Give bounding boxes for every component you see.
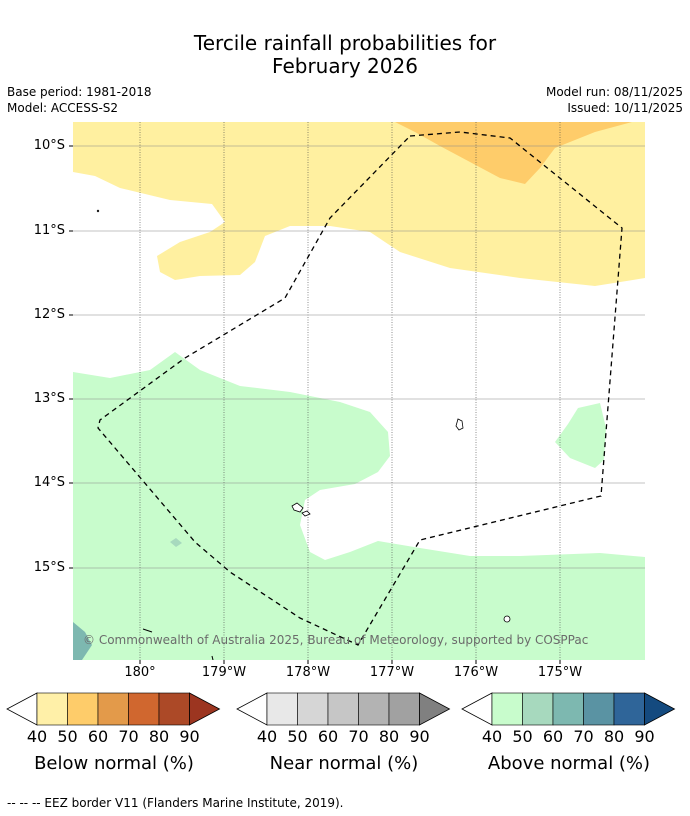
above-normal-60-patch — [73, 622, 92, 660]
colorbar-tick-label: 50 — [287, 727, 308, 746]
above-normal-patch — [555, 403, 606, 468]
colorbar-tick-label: 40 — [481, 727, 503, 746]
islands — [96, 209, 511, 623]
lon-label-178w: 178°W — [285, 665, 331, 680]
base-period: Base period: 1981-2018 — [7, 85, 152, 99]
lat-label-15s: 15°S — [33, 560, 65, 575]
colorbar-tick-label: 60 — [317, 727, 339, 746]
copyright-notice: © Commonwealth of Australia 2025, Bureau… — [83, 633, 589, 647]
title-line-1: Tercile rainfall probabilities for — [193, 31, 497, 55]
colorbar-under-arrow — [236, 692, 268, 726]
colorbar-segment — [613, 692, 645, 726]
colorbar-segment — [36, 692, 68, 726]
colorbar-under-arrow — [6, 692, 38, 726]
colorbar-over-arrow — [419, 692, 451, 726]
colorbar-segment — [266, 692, 298, 726]
lat-label-10s: 10°S — [33, 138, 65, 153]
colorbar-segment — [552, 692, 584, 726]
eez-footnote: -- -- -- EEZ border V11 (Flanders Marine… — [7, 796, 344, 810]
colorbar-segment — [297, 692, 329, 726]
colorbar-tick-label: 50 — [57, 727, 78, 746]
lat-label-12s: 12°S — [33, 307, 65, 322]
colorbar-over-arrow — [189, 692, 221, 726]
colorbar-tick-label: 80 — [148, 727, 170, 746]
lon-label-177w: 177°W — [369, 665, 415, 680]
colorbar-segment — [388, 692, 420, 726]
lon-label-175w: 175°W — [537, 665, 583, 680]
island-tiny — [211, 655, 214, 660]
title-line-2: February 2026 — [272, 54, 418, 78]
colorbar-tick-label: 50 — [512, 727, 533, 746]
island-small — [142, 628, 153, 633]
colorbar-tick-label: 70 — [573, 727, 594, 746]
colorbar-tick-label: 90 — [179, 727, 200, 746]
colorbar-tick-label: 90 — [409, 727, 430, 746]
colorbar-under-arrow — [461, 692, 493, 726]
lon-label-176w: 176°W — [453, 665, 499, 680]
colorbar-segment — [358, 692, 390, 726]
above-normal-region — [73, 352, 645, 660]
colorbar-below-normal — [6, 692, 221, 726]
colorbar-segment — [158, 692, 190, 726]
colorbar-tick-label: 60 — [87, 727, 109, 746]
colorbar-segment — [97, 692, 129, 726]
colorbar-label-near: Near normal (%) — [269, 753, 419, 774]
parallels — [73, 145, 645, 569]
colorbar-segment — [522, 692, 554, 726]
lon-label-179w: 179°W — [201, 665, 247, 680]
colorbar-tick-label: 60 — [542, 727, 564, 746]
issued-date: Issued: 10/11/2025 — [567, 101, 683, 115]
colorbar-segment — [327, 692, 359, 726]
colorbar-tick-label: 80 — [378, 727, 400, 746]
lat-label-11s: 11°S — [33, 223, 65, 238]
eez-border — [97, 131, 623, 646]
colorbar-segment — [128, 692, 160, 726]
colorbar-tick-label: 80 — [603, 727, 625, 746]
lat-label-13s: 13°S — [33, 391, 65, 406]
colorbar-over-arrow — [644, 692, 676, 726]
below-normal-50-region — [395, 122, 632, 184]
colorbar-tick-label: 40 — [256, 727, 278, 746]
colorbar-segment — [67, 692, 99, 726]
meridians — [139, 122, 561, 660]
lat-label-14s: 14°S — [33, 475, 65, 490]
lon-label-180: 180° — [124, 665, 156, 680]
above-normal-50-patch — [170, 538, 182, 547]
model-name: Model: ACCESS-S2 — [7, 101, 119, 115]
colorbar-tick-label: 70 — [118, 727, 139, 746]
axis-ticks — [69, 145, 561, 664]
colorbar-near-normal — [236, 692, 451, 726]
colorbar-tick-label: 40 — [26, 727, 48, 746]
colorbar-above-normal — [461, 692, 676, 726]
colorbar-segment — [583, 692, 615, 726]
colorbar-label-above: Above normal (%) — [487, 753, 651, 774]
colorbars — [6, 692, 676, 726]
colorbar-label-below: Below normal (%) — [34, 753, 194, 774]
colorbar-tick-label: 90 — [634, 727, 655, 746]
colorbar-segment — [491, 692, 523, 726]
colorbar-tick-label: 70 — [348, 727, 369, 746]
model-run: Model run: 08/11/2025 — [545, 85, 683, 99]
